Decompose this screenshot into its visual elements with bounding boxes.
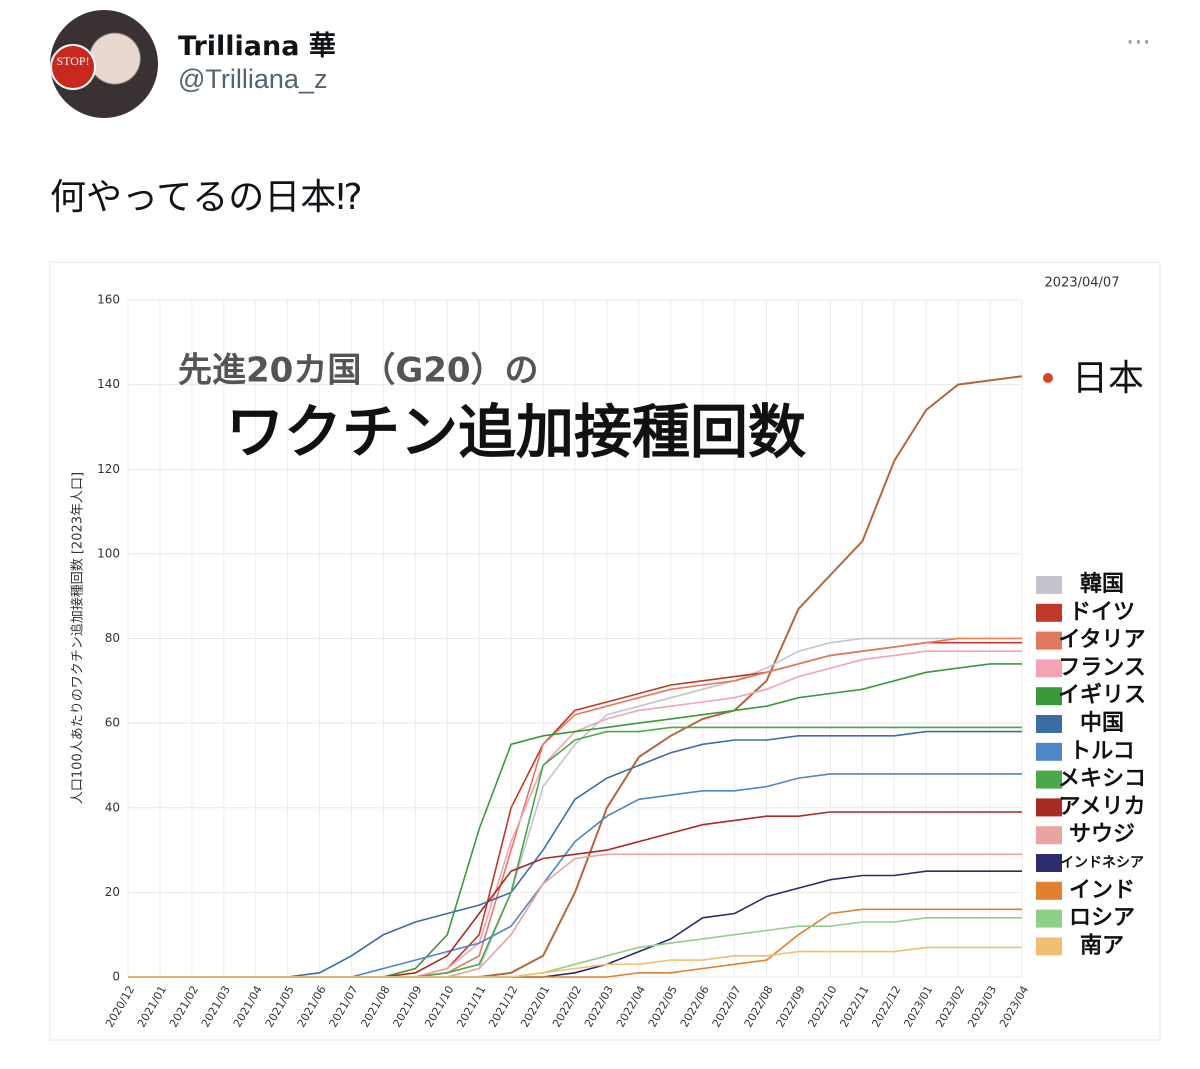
- more-button[interactable]: ···: [1126, 28, 1151, 58]
- legend-flag: [1036, 826, 1062, 845]
- chart-subtitle: 先進20カ国（G20）の: [178, 351, 539, 391]
- display-name[interactable]: Trilliana 華: [178, 31, 336, 62]
- tweet-text: 何やってるの日本⁉: [50, 177, 363, 218]
- chart-title: ワクチン追加接種回数: [226, 398, 806, 466]
- y-axis-label: 人口100人あたりのワクチン追加接種回数 [2023年人口]: [70, 472, 86, 804]
- y-tick-label: 60: [105, 716, 120, 730]
- legend-label: アメリカ: [1059, 794, 1146, 819]
- legend-label: 南ア: [1080, 933, 1124, 958]
- y-tick-label: 0: [112, 970, 120, 984]
- legend-label: サウジ: [1069, 822, 1135, 847]
- legend-label: イギリス: [1058, 683, 1146, 708]
- legend-label: インドネシア: [1060, 855, 1144, 871]
- y-tick-label: 140: [97, 377, 120, 391]
- legend-label: イタリア: [1058, 628, 1145, 653]
- legend-flag: [1036, 937, 1062, 956]
- legend-label: トルコ: [1069, 739, 1135, 764]
- legend-flag: [1036, 854, 1062, 872]
- legend-label: フランス: [1058, 655, 1146, 680]
- y-tick-label: 20: [105, 885, 120, 899]
- legend-flag: [1036, 603, 1062, 622]
- y-tick-label: 100: [97, 546, 120, 560]
- legend-flag: [1036, 909, 1062, 928]
- legend-flag: [1036, 576, 1062, 594]
- legend-label: 韓国: [1080, 571, 1124, 597]
- y-tick-label: 80: [105, 631, 120, 645]
- avatar-badge: STOP!: [50, 44, 96, 90]
- legend-flag: [1036, 742, 1062, 761]
- legend-label: ドイツ: [1069, 600, 1135, 625]
- series-line: [128, 946, 1022, 978]
- legend-label: 日本: [1072, 358, 1144, 399]
- legend-label: インド: [1069, 878, 1135, 903]
- legend-label: 中国: [1080, 711, 1124, 736]
- legend-flag: [1036, 798, 1062, 817]
- legend-flag: [1036, 659, 1062, 678]
- legend-flag: [1036, 770, 1062, 789]
- handle[interactable]: @Trilliana_z: [178, 64, 328, 94]
- y-tick-label: 160: [97, 293, 120, 307]
- chart-date: 2023/04/07: [1045, 276, 1120, 291]
- legend-marker: [1043, 373, 1053, 383]
- legend-flag: [1036, 687, 1062, 706]
- legend-label: ロシア: [1069, 906, 1135, 931]
- legend-label: メキシコ: [1058, 767, 1146, 792]
- legend-flag: [1036, 631, 1062, 650]
- legend-flag: [1036, 715, 1062, 733]
- y-tick-label: 120: [97, 462, 120, 476]
- y-tick-label: 40: [105, 800, 120, 814]
- legend-flag: [1036, 881, 1062, 900]
